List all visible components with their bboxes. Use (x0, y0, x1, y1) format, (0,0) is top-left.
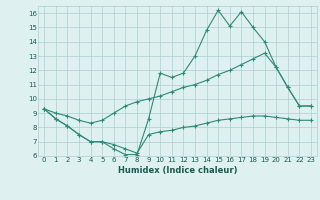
X-axis label: Humidex (Indice chaleur): Humidex (Indice chaleur) (118, 166, 237, 175)
